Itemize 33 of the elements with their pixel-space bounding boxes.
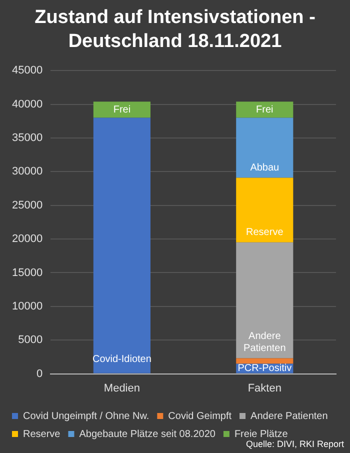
source-note: Quelle: DIVI, RKI Report bbox=[246, 438, 344, 449]
legend-label: Covid Geimpft bbox=[168, 410, 232, 422]
y-tick-label: 20000 bbox=[12, 233, 43, 246]
bar bbox=[236, 102, 294, 118]
data-label: Frei bbox=[113, 104, 131, 116]
y-tick-label: 30000 bbox=[12, 166, 43, 178]
y-tick-label: 0 bbox=[36, 368, 43, 380]
data-label: Andere Patienten bbox=[244, 331, 286, 354]
chart-title: Zustand auf Intensivstationen - Deutschland 18.11.2021 bbox=[34, 6, 316, 54]
data-label: PCR-Positiv bbox=[238, 363, 292, 374]
y-tick-label: 45000 bbox=[12, 64, 43, 77]
x-tick-label: Fakten bbox=[248, 382, 282, 394]
legend-label: Reserve bbox=[23, 428, 61, 440]
y-tick-label: 15000 bbox=[12, 266, 43, 279]
data-label: Frei bbox=[256, 104, 274, 116]
bar bbox=[236, 358, 294, 364]
data-label: Reserve bbox=[246, 227, 284, 238]
legend-label: Freie Plätze bbox=[234, 428, 288, 440]
y-tick-label: 10000 bbox=[12, 300, 43, 312]
legend-label: Abgebaute Plätze seit 08.2020 bbox=[79, 428, 216, 440]
y-tick-label: 40000 bbox=[12, 98, 43, 110]
legend-label: Covid Ungeimpft / Ohne Nw. bbox=[23, 410, 150, 422]
data-label: Abbau bbox=[250, 162, 280, 174]
y-tick-label: 25000 bbox=[12, 199, 43, 212]
bar bbox=[93, 118, 150, 374]
bar bbox=[93, 102, 150, 118]
bar bbox=[236, 118, 294, 178]
bar bbox=[236, 242, 294, 358]
y-tick-label: 35000 bbox=[12, 132, 43, 144]
bar bbox=[236, 178, 294, 242]
legend-label: Andere Patienten bbox=[250, 410, 328, 422]
x-tick-label: Medien bbox=[104, 382, 140, 394]
y-tick-label: 5000 bbox=[18, 334, 43, 346]
